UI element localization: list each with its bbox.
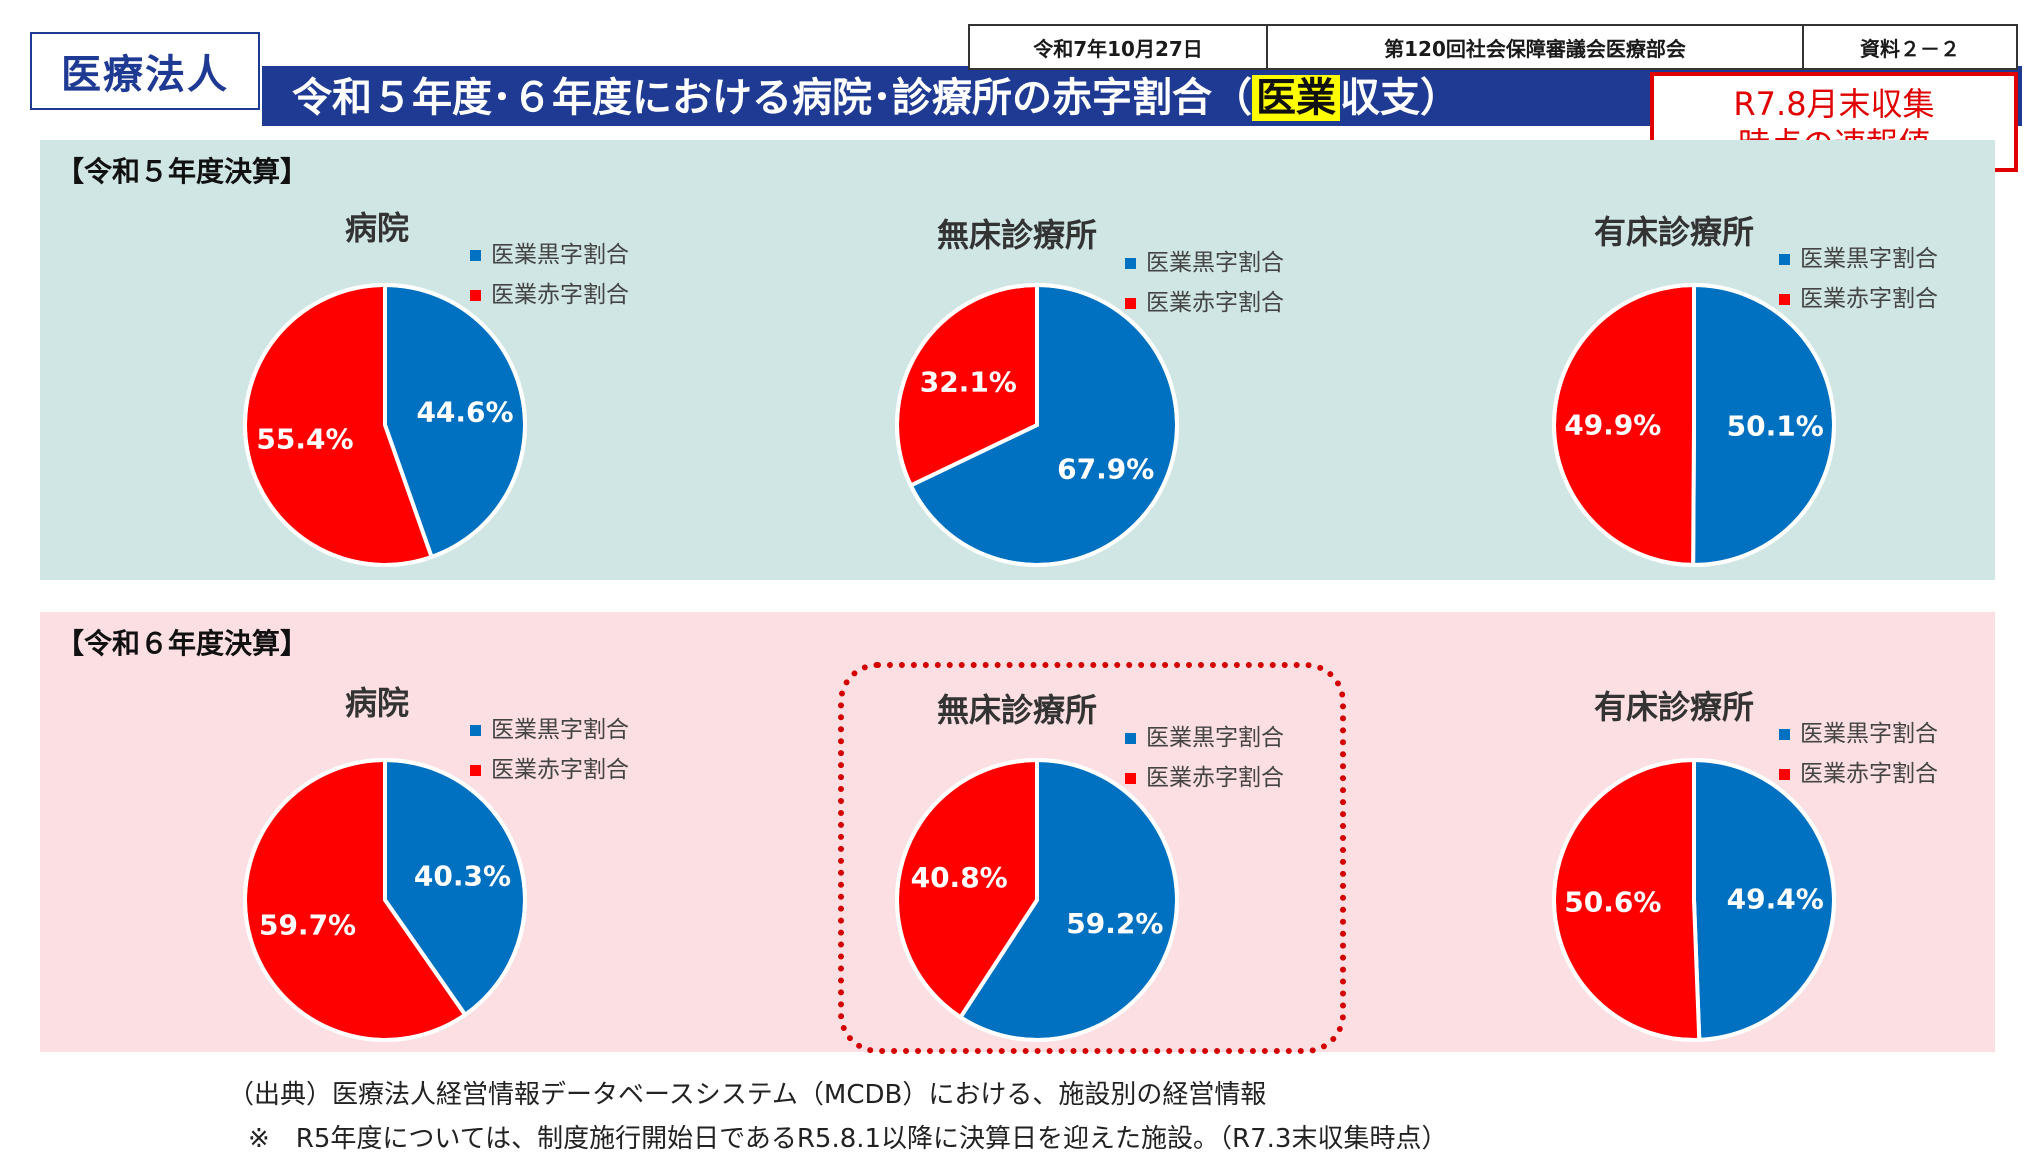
legend-swatch — [1125, 297, 1136, 309]
legend-swatch — [470, 724, 481, 736]
legend-item-deficit: 医業赤字割合 — [1779, 279, 1938, 319]
chart-title: 有床診療所 — [1594, 688, 1755, 726]
legend-item-deficit: 医業赤字割合 — [1125, 283, 1284, 323]
legend-item-surplus: 医業黒字割合 — [1779, 714, 1938, 754]
legend-swatch — [1779, 253, 1790, 265]
legend-item-deficit: 医業赤字割合 — [1779, 754, 1938, 794]
chart-legend: 医業黒字割合 医業赤字割合 — [470, 710, 629, 790]
footnote: ※ R5年度については、制度施行開始日であるR5.8.1以降に決算日を迎えた施設… — [248, 1124, 1448, 1154]
org-type-badge: 医療法人 — [30, 32, 260, 110]
chart-legend: 医業黒字割合 医業赤字割合 — [1779, 239, 1938, 319]
legend-item-surplus: 医業黒字割合 — [1779, 239, 1938, 279]
meeting-name: 第120回社会保障審議会医療部会 — [1266, 24, 1802, 70]
legend-item-surplus: 医業黒字割合 — [470, 235, 629, 275]
legend-swatch — [1779, 768, 1790, 780]
legend-swatch — [470, 764, 481, 776]
legend-swatch — [1125, 732, 1136, 744]
legend-label: 医業赤字割合 — [1800, 286, 1938, 312]
legend-label: 医業赤字割合 — [1800, 761, 1938, 787]
title-pre: 令和５年度･６年度における病院･診療所の赤字割合（ — [292, 75, 1252, 121]
notice-line-1: R7.8月末収集 — [1733, 85, 1935, 123]
chart-title: 無床診療所 — [937, 216, 1098, 254]
source-note: （出典）医療法人経営情報データベースシステム（MCDB）における、施設別の経営情… — [228, 1080, 1267, 1110]
legend-label: 医業赤字割合 — [491, 757, 629, 783]
chart-legend: 医業黒字割合 医業赤字割合 — [1779, 714, 1938, 794]
title-highlight: 医業 — [1252, 75, 1340, 121]
legend-swatch — [1125, 257, 1136, 269]
legend-swatch — [470, 249, 481, 261]
chart-title: 病院 — [345, 684, 410, 722]
document-number: 資料２－２ — [1802, 24, 2018, 70]
highlight-dotted-box — [838, 662, 1346, 1054]
legend-label: 医業黒字割合 — [491, 242, 629, 268]
chart-title: 有床診療所 — [1594, 213, 1755, 251]
legend-label: 医業黒字割合 — [1146, 725, 1284, 751]
title-post: 収支） — [1340, 75, 1460, 121]
legend-item-surplus: 医業黒字割合 — [1125, 243, 1284, 283]
legend-label: 医業赤字割合 — [1146, 290, 1284, 316]
page-title: 令和５年度･６年度における病院･診療所の赤字割合（ 医業 収支） — [292, 70, 1460, 126]
panel-title-r6: 【令和６年度決算】 — [56, 627, 309, 660]
chart-title: 病院 — [345, 209, 410, 247]
chart-title: 無床診療所 — [937, 691, 1098, 729]
legend-item-surplus: 医業黒字割合 — [1125, 718, 1284, 758]
meeting-date: 令和7年10月27日 — [968, 24, 1266, 70]
legend-swatch — [1779, 728, 1790, 740]
legend-label: 医業黒字割合 — [1146, 250, 1284, 276]
legend-swatch — [1779, 293, 1790, 305]
legend-label: 医業黒字割合 — [1800, 721, 1938, 747]
chart-legend: 医業黒字割合 医業赤字割合 — [1125, 243, 1284, 323]
panel-title-r5: 【令和５年度決算】 — [56, 155, 309, 188]
legend-label: 医業黒字割合 — [491, 717, 629, 743]
legend-label: 医業黒字割合 — [1800, 246, 1938, 272]
legend-item-surplus: 医業黒字割合 — [470, 710, 629, 750]
legend-item-deficit: 医業赤字割合 — [470, 750, 629, 790]
